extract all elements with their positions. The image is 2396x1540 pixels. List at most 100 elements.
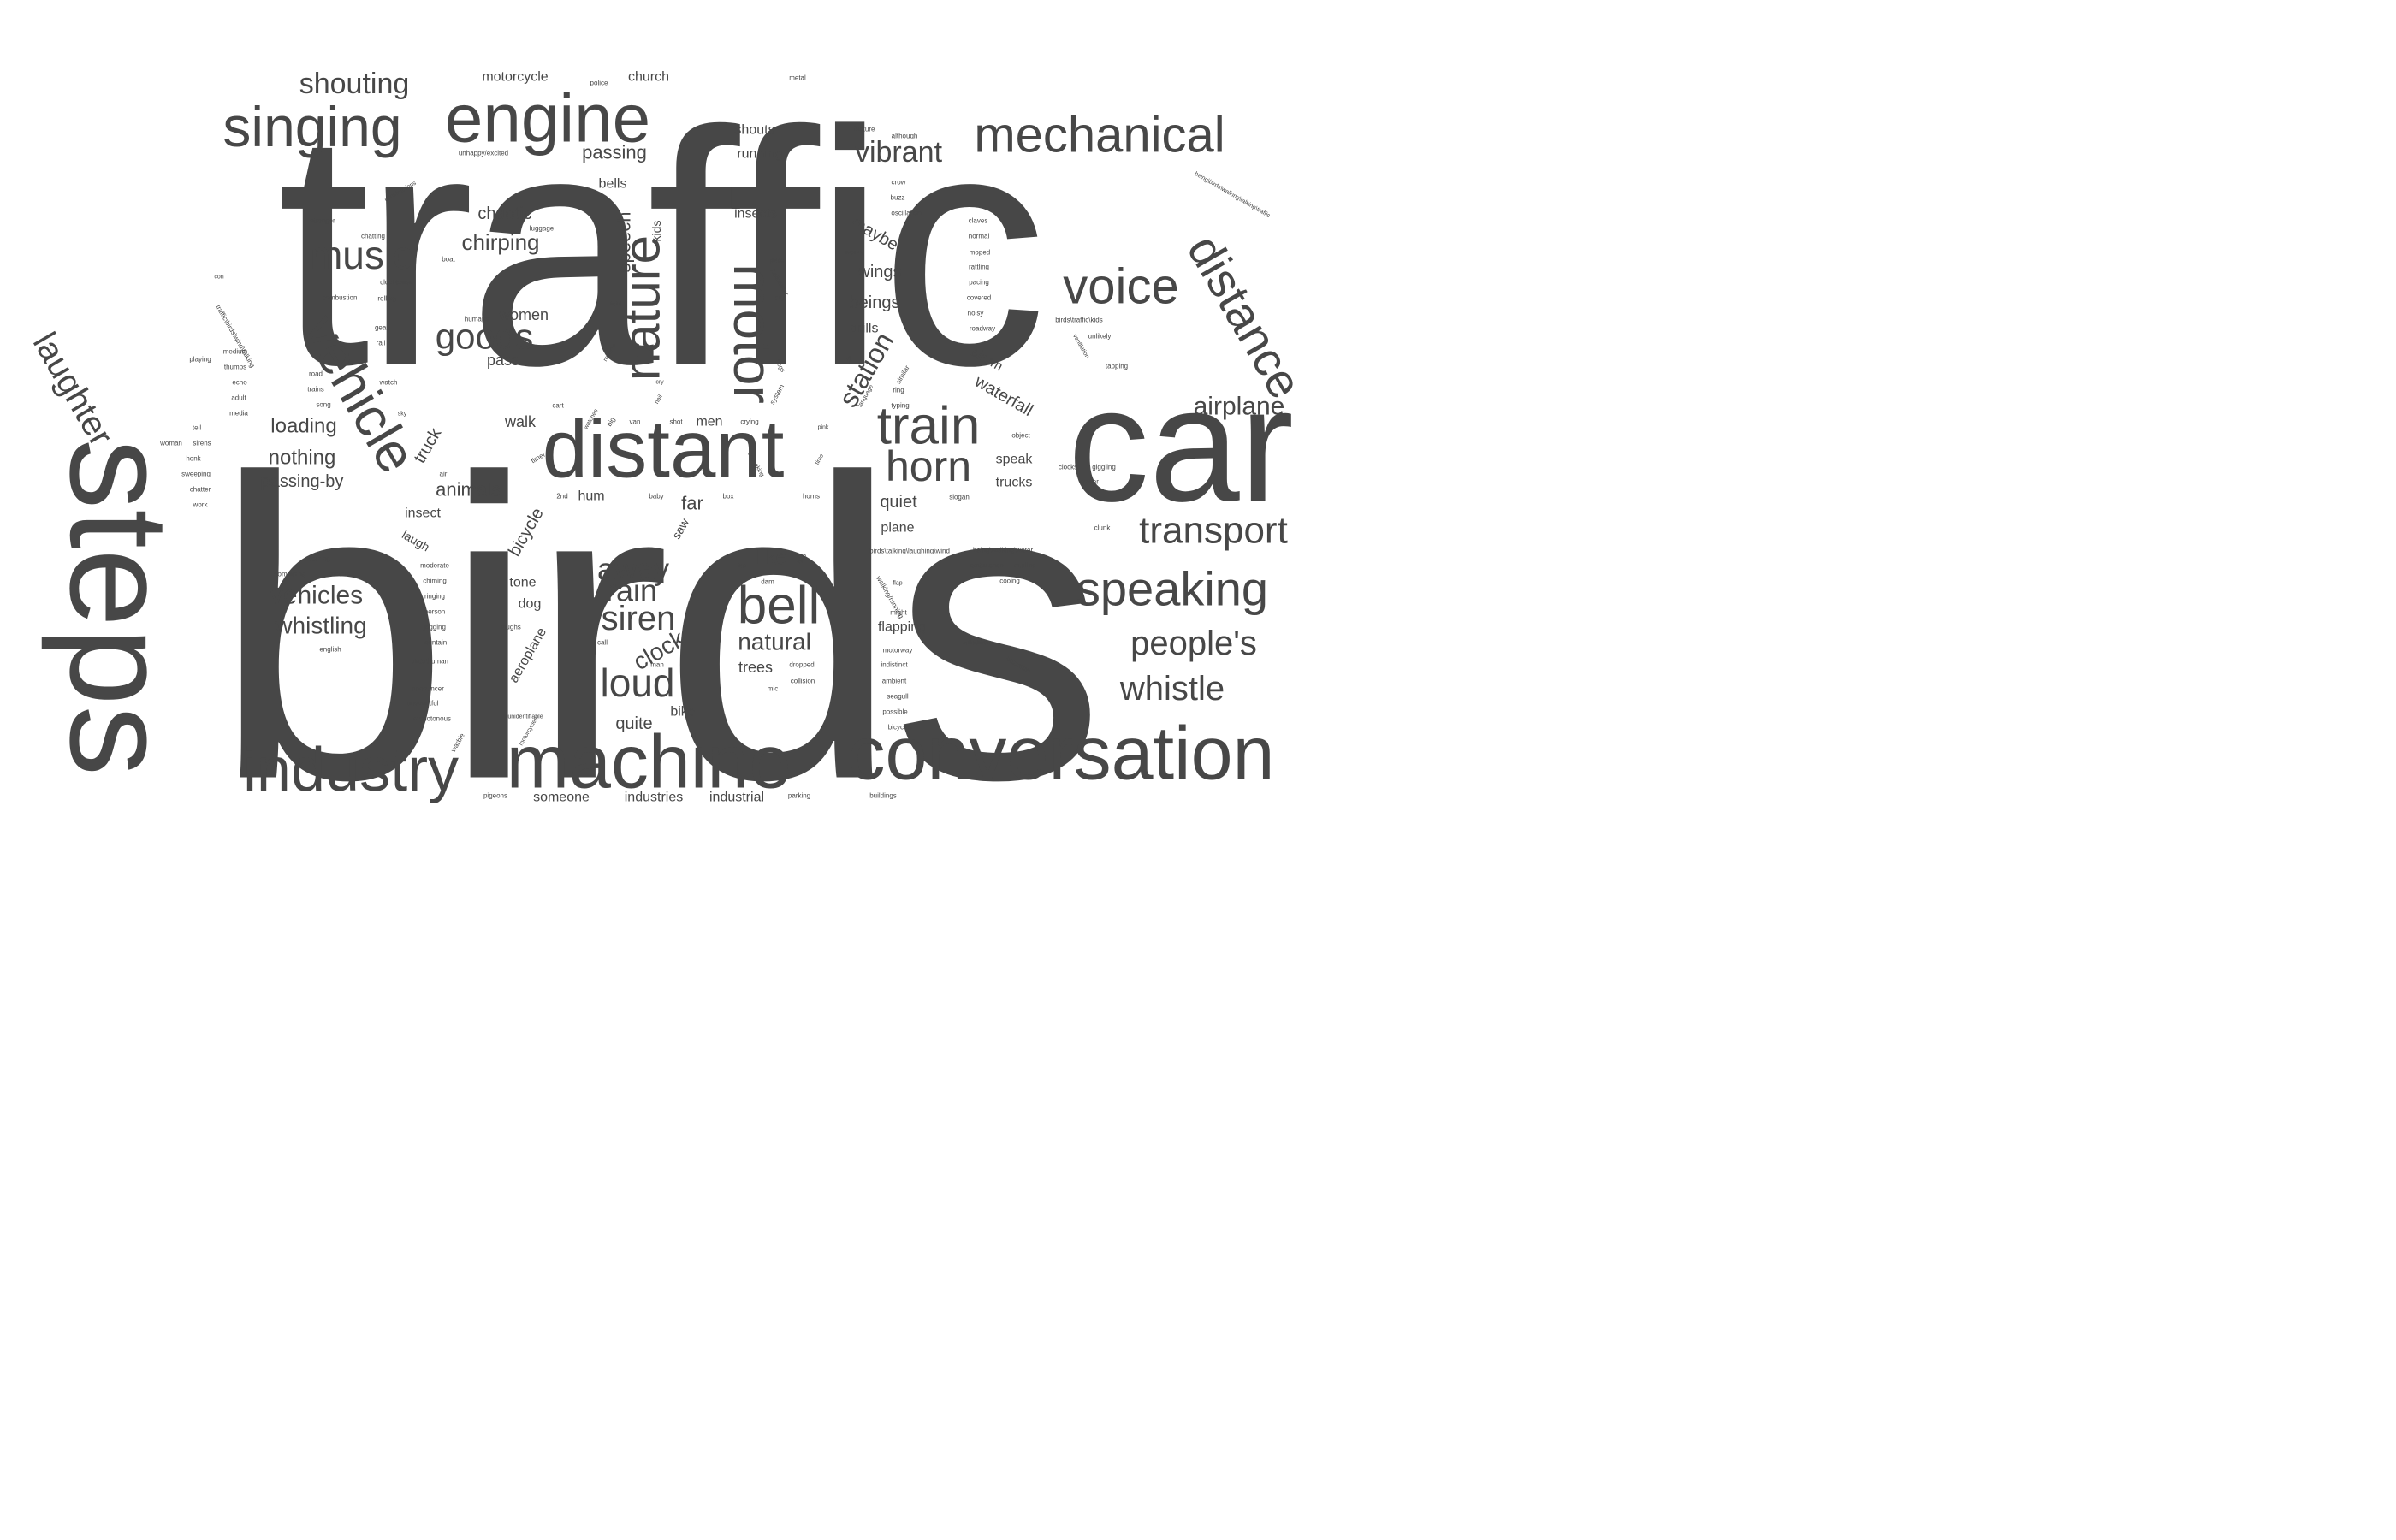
word-sirens: sirens [193,440,211,447]
word-industrial: industrial [709,791,764,805]
word-place: place [770,258,785,264]
word-echo: echo [232,379,247,387]
word-rolling: rolling [377,295,395,303]
word-jogging: jogging [423,624,446,631]
word-motors: motors [329,571,350,578]
word-bells: bells [599,177,627,192]
word-conversation: conversation [848,711,1275,796]
word-church: church [628,70,669,85]
word-tell: tell [193,424,201,432]
word-clocks: clocks [1059,464,1077,471]
word-pink: pink [818,425,829,431]
word-horn: horn [886,442,971,490]
word-crying: crying [740,418,758,426]
word-shouting: shouting [300,68,410,100]
word-buildings: buildings [869,792,897,800]
word-box: box [723,493,734,500]
word-call: call [597,639,608,647]
word-birds-traffic-kids: birds\traffic\kids [1055,317,1102,324]
word-whistle: whistle [1119,670,1225,708]
word-chirping: chirping [461,229,539,255]
word-speak: speak [996,453,1034,467]
word-humans: humans [465,316,489,323]
word-slogan: slogan [949,494,970,501]
word-dropped: dropped [789,661,814,669]
word-away: away [597,552,669,587]
word-horns: horns [803,493,820,500]
word-unidentifiable: unidentifiable [507,714,543,720]
word-uneventful: uneventful [407,700,439,708]
word-siren: siren [602,600,676,637]
word-hum: hum [578,489,604,504]
word-moderate: moderate [420,562,449,570]
word-air: air [440,471,448,478]
word-power: power [1080,478,1099,486]
word-faint: faint [610,302,621,308]
word-con: con [214,275,223,281]
word-person: person [424,608,445,616]
word-dam: dam [761,578,774,586]
word-baby: baby [649,493,663,500]
word-ambulance: ambulance [970,562,1004,570]
word-rattling: rattling [969,264,989,271]
word-sweeping: sweeping [181,471,211,478]
word-bike: bike [670,705,695,720]
word-train: train [877,397,981,456]
word-clocktower: clocktower [380,279,412,287]
word-loud: loud [601,660,675,705]
word-indistinct: indistinct [881,661,908,669]
word-kids: kids [649,221,663,242]
word-vehicles: vehicles [270,582,363,610]
word-unlikely: unlikely [1088,333,1112,341]
word-animals: animals [436,479,501,500]
word-running: running [737,147,782,162]
word-people-s: people's [1130,625,1257,662]
word-feature: feature [854,126,875,133]
word-police: police [590,80,608,87]
word-luggage: luggage [530,225,555,233]
word-vibrant: vibrant [855,136,943,169]
word-oscillation: oscillation [891,210,921,217]
word-motorway: motorway [883,647,913,654]
word-cooing: cooing [999,578,1020,585]
word-bicycles: bicycles [888,724,912,732]
word-industries: industries [625,791,683,805]
word-van: van [630,418,641,426]
word-metal: metal [789,74,806,82]
word-motor: motor [722,264,784,404]
word-chatter: chatter [190,486,211,494]
word-fan: fan [738,564,746,570]
word-clunk: clunk [1094,524,1112,532]
word-ring: ring [893,387,904,394]
word-transport: transport [1139,510,1288,552]
word-nail: nail [654,394,664,405]
word-like: like [756,547,787,570]
word-lot: lot [845,356,853,364]
word-dog: dog [519,597,542,612]
word-shot: shot [669,418,683,426]
word-trains: trains [307,386,324,394]
word-far: far [681,493,703,514]
word-fountain: fountain [423,639,447,647]
word-rail: rail [377,340,386,347]
word-laughs: laughs [501,624,521,631]
word-traffic-birds: traffic\birds [961,641,991,647]
word-goods: goods [436,317,533,357]
word-mic: mic [768,685,778,693]
word-chiming: chiming [423,578,447,585]
word-might: might [890,609,907,617]
word-trees: trees [738,659,773,676]
word-flapping: flapping [878,620,926,635]
word-laughter: laughter [26,326,120,452]
word-noisy: noisy [968,310,984,317]
word-crow: crow [892,179,906,187]
word-roadway: roadway [970,325,995,333]
word-ambient: ambient [882,678,907,685]
word-moped: moped [970,249,990,257]
word-announcer: announcer [412,685,444,693]
word-chaotic: chaotic [477,204,531,223]
word-passing-by: passing-by [261,472,344,491]
word-women: women [498,306,549,323]
word-claves: claves [969,217,988,225]
word-car: car [1068,354,1294,536]
